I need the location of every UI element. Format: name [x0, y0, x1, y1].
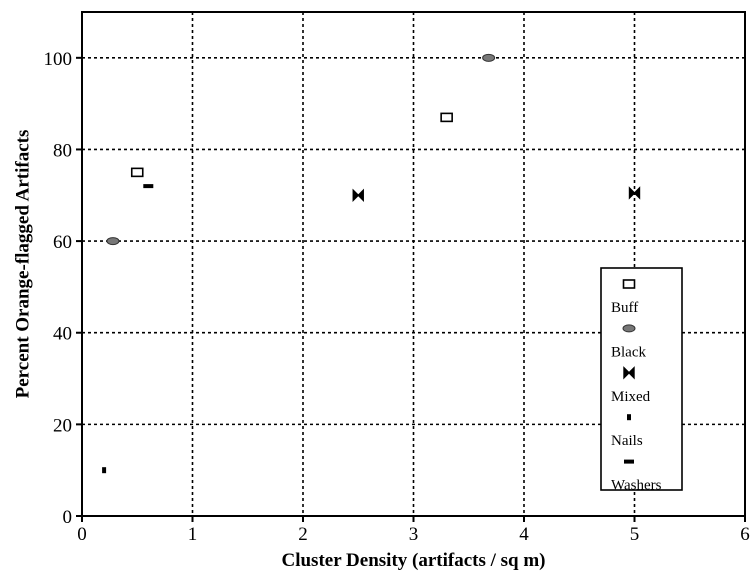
- legend-marker-mixed: [623, 366, 635, 380]
- x-axis-title: Cluster Density (artifacts / sq m): [281, 550, 545, 571]
- y-tick-label: 60: [53, 232, 72, 253]
- point-buff: [130, 167, 144, 178]
- grid-lines: [82, 12, 745, 516]
- y-tick-label: 40: [53, 324, 72, 345]
- y-tick-label: 0: [63, 507, 73, 528]
- legend-label-buff: Buff: [611, 300, 638, 316]
- x-tick-label: 1: [188, 524, 198, 545]
- legend-label-washers: Washers: [611, 478, 662, 494]
- legend-box: [600, 267, 683, 491]
- point-mixed: [352, 188, 364, 202]
- point-washers: [143, 184, 154, 189]
- x-tick-label: 4: [519, 524, 529, 545]
- y-tick-label: 80: [53, 140, 72, 161]
- point-black: [482, 53, 496, 62]
- y-axis-title: Percent Orange-flagged Artifacts: [12, 130, 33, 399]
- point-nails: [102, 467, 107, 474]
- legend-marker-buff: [622, 279, 636, 289]
- x-tick-label: 3: [409, 524, 419, 545]
- x-tick-label: 0: [77, 524, 87, 545]
- x-tick-label: 2: [298, 524, 308, 545]
- legend-label-mixed: Mixed: [611, 389, 651, 405]
- point-buff: [440, 112, 453, 123]
- legend-marker-black: [622, 324, 636, 333]
- point-black: [106, 237, 120, 246]
- legend-label-black: Black: [611, 344, 646, 360]
- y-tick-label: 20: [53, 415, 72, 436]
- x-tick-label: 6: [740, 524, 750, 545]
- legend-marker-nails: [627, 414, 631, 421]
- legend: Buff Black Mixed Nails Washers: [600, 267, 683, 494]
- legend-marker-washers: [624, 459, 634, 464]
- x-tick-label: 5: [630, 524, 640, 545]
- y-tick-label: 100: [44, 49, 73, 70]
- data-points: [102, 53, 641, 474]
- legend-label-nails: Nails: [611, 433, 643, 449]
- point-mixed: [628, 186, 641, 200]
